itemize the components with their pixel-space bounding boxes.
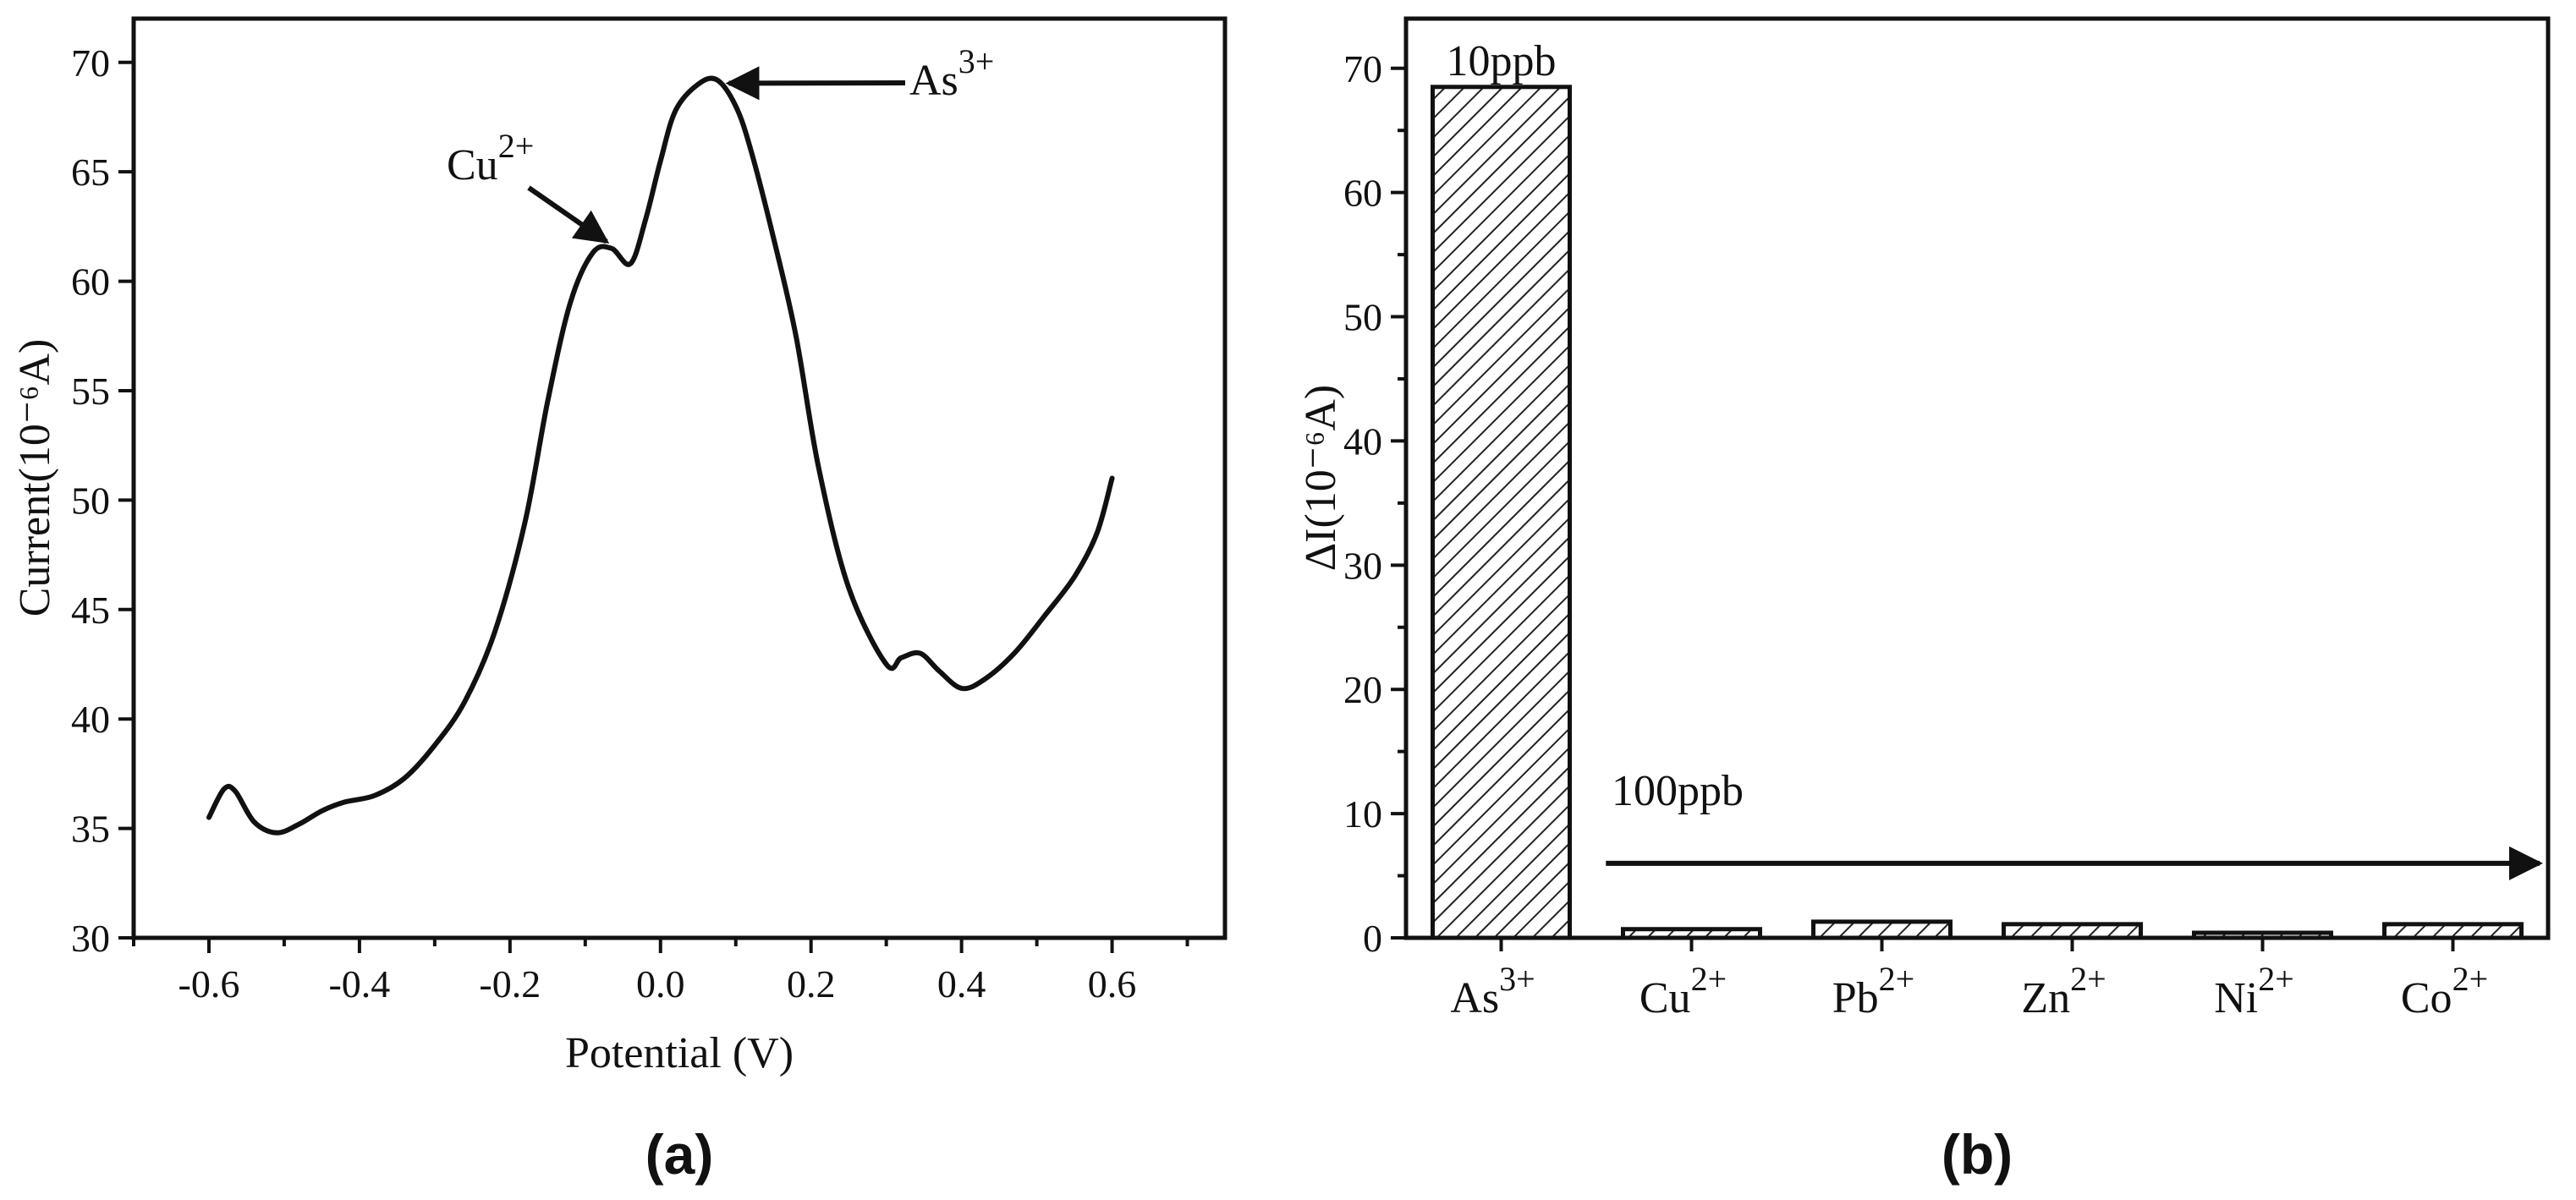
panel-b-label: (b) — [1942, 1123, 2013, 1186]
bar-zn — [2002, 922, 2143, 940]
category-label-pb: Pb2+ — [1832, 960, 1914, 1022]
panel-a-x-tick-label: -0.4 — [328, 962, 390, 1005]
panel-a-y-axis-label: Current(10⁻⁶A) — [11, 339, 59, 617]
panel-a-x-tick-label: -0.2 — [479, 962, 541, 1005]
panel-a-y-tick-label: 65 — [71, 151, 110, 194]
bar-as — [1431, 85, 1572, 940]
panel-a-x-tick-label: 0.2 — [787, 962, 836, 1005]
as-peak-label: As3+ — [909, 42, 994, 105]
panel-a-x-axis-label: Potential (V) — [565, 1029, 794, 1077]
panel-a-label: (a) — [645, 1123, 714, 1186]
cu-peak-label: Cu2+ — [447, 127, 534, 189]
panel-b-y-tick-label: 40 — [1343, 419, 1382, 463]
panel-a-x-tick-label: 0.0 — [636, 962, 685, 1005]
panel-a-plot-frame — [131, 16, 1228, 940]
category-label-as: As3+ — [1450, 960, 1535, 1022]
panel-a-y-tick-label: 30 — [71, 917, 110, 960]
bar-co — [2382, 922, 2524, 940]
panel-b-bar-chart: 0 10 20 30 40 50 60 70 As3+ Cu2+ Pb2+ Zn2+ Ni2+ Co2+… — [1297, 16, 2551, 1186]
panel-b-y-tick-label: 70 — [1343, 47, 1382, 90]
category-label-co: Co2+ — [2401, 960, 2488, 1022]
panel-a-y-tick-label: 50 — [71, 479, 110, 522]
current-potential-curve — [206, 75, 1115, 836]
panel-a-y-tick-label: 60 — [71, 260, 110, 304]
panel-a-line-chart: -0.6 -0.4 -0.2 0.0 0.2 0.4 0.6 30 35 40 45 50 55 60 65… — [11, 16, 1228, 1186]
panel-a-y-tick-label: 55 — [71, 370, 110, 413]
panel-a-y-tick-label: 45 — [71, 589, 110, 632]
category-label-cu: Cu2+ — [1640, 960, 1727, 1022]
category-label-ni: Ni2+ — [2214, 960, 2294, 1022]
panel-b-y-tick-label: 30 — [1343, 544, 1382, 587]
panel-b-y-tick-label: 0 — [1363, 917, 1382, 960]
panel-a-x-tick-label: -0.6 — [179, 962, 240, 1005]
bar-cu — [1621, 927, 1762, 940]
panel-b-y-tick-label: 20 — [1343, 668, 1382, 711]
category-label-zn: Zn2+ — [2021, 960, 2106, 1022]
panel-a-y-tick-label: 40 — [71, 698, 110, 741]
panel-b-y-axis-label: ΔI(10⁻⁶A) — [1297, 385, 1345, 572]
cu-peak-arrow — [527, 185, 610, 244]
panel-a-x-tick-label: 0.4 — [937, 962, 986, 1005]
panel-b-plot-frame — [1403, 16, 2551, 940]
panel-b-y-tick-label: 10 — [1343, 792, 1382, 836]
panel-b-y-tick-label: 60 — [1343, 172, 1382, 215]
concentration-label-10ppb: 10ppb — [1447, 37, 1557, 85]
panel-a-y-tick-label: 35 — [71, 808, 110, 851]
panel-a-x-tick-label: 0.6 — [1088, 962, 1137, 1005]
panel-a-y-tick-label: 70 — [71, 41, 110, 85]
concentration-label-100ppb: 100ppb — [1612, 767, 1744, 815]
bar-ni — [2192, 930, 2333, 940]
panel-b-y-tick-label: 50 — [1343, 296, 1382, 339]
bar-pb — [1811, 919, 1953, 940]
